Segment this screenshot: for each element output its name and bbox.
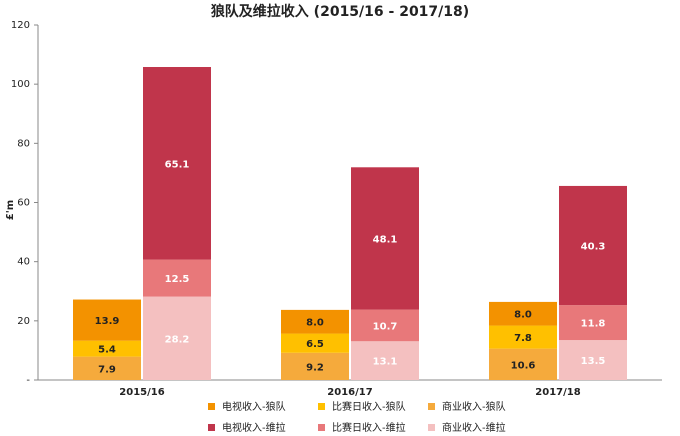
y-tick-label: 60 [17,198,30,209]
y-tick-label: 100 [11,79,30,90]
bar-segment [281,352,349,380]
bar-segment [73,340,141,357]
y-tick-label: 20 [17,316,30,327]
bar-segment [351,309,419,342]
bar-segment [143,296,211,380]
value-label: 6.5 [306,339,324,350]
legend-marker [428,424,435,431]
value-label: 7.9 [98,364,116,375]
value-label: 8.0 [514,310,532,321]
value-label: 40.3 [581,242,606,253]
bar-segment [489,348,557,380]
bar-segment [351,167,419,310]
bar-segment [143,67,211,260]
bar-segment [351,341,419,380]
value-label: 7.8 [514,333,532,344]
value-label: 8.0 [306,318,324,329]
value-label: 9.2 [306,362,324,373]
legend-marker [208,403,215,410]
legend-marker [208,424,215,431]
legend-label: 商业收入-维拉 [442,421,506,434]
value-label: 12.5 [165,274,190,285]
x-tick-label: 2017/18 [535,387,580,398]
bar-segment [559,185,627,306]
legend-marker [318,424,325,431]
y-tick-label: 120 [11,20,30,31]
legend-label: 比赛日收入-狼队 [332,400,406,413]
value-label: 10.6 [511,360,536,371]
legend-marker [428,403,435,410]
legend-label: 商业收入-狼队 [442,400,506,413]
value-label: 10.7 [373,321,398,332]
chart-title: 狼队及维拉收入 (2015/16 - 2017/18) [211,3,469,20]
bar-segment [143,259,211,297]
bar-segment [489,301,557,326]
value-label: 48.1 [373,234,398,245]
y-tick-label: 40 [17,257,30,268]
legend-marker [318,403,325,410]
legend-label: 电视收入-维拉 [222,421,286,434]
bar-segment [73,299,141,341]
bar-segment [281,309,349,334]
value-label: 28.2 [165,334,190,345]
value-label: 11.8 [581,319,606,330]
x-tick-label: 2015/16 [119,387,164,398]
bar-segment [281,333,349,353]
value-label: 13.5 [581,356,606,367]
bar-segment [559,340,627,380]
y-tick-label: 80 [17,138,30,149]
bar-segment [489,325,557,349]
value-label: 13.9 [95,316,120,327]
legend-label: 电视收入-狼队 [222,400,286,413]
value-label: 65.1 [165,159,190,170]
bar-segment [559,305,627,341]
x-tick-label: 2016/17 [327,387,372,398]
value-label: 13.1 [373,357,398,368]
y-tick-label: - [26,375,30,386]
value-label: 5.4 [98,345,116,356]
legend-label: 比赛日收入-维拉 [332,421,406,434]
y-axis-label: £'m [5,200,16,220]
bar-segment [73,356,141,380]
